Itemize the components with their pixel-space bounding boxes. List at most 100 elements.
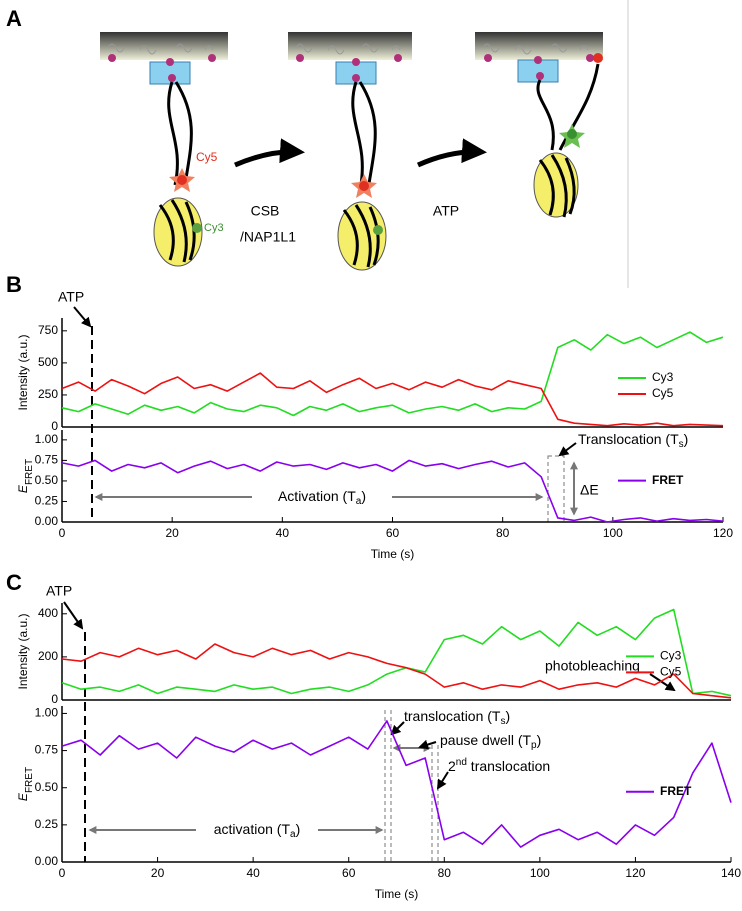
y-tick-label: 500 <box>38 355 58 369</box>
x-tick-label: 40 <box>276 526 290 540</box>
legend-label: FRET <box>660 784 692 798</box>
x-axis-label: Time (s) <box>371 547 415 561</box>
panel-label: B <box>6 272 22 297</box>
arrow <box>558 442 577 457</box>
text: pause dwell (T <box>440 732 531 748</box>
step-label: ATP <box>433 203 459 219</box>
y-tick-label: 250 <box>38 387 58 401</box>
text: E <box>16 792 30 801</box>
legend-label: Cy5 <box>660 665 682 679</box>
subscript: FRET <box>24 767 35 793</box>
subscript: a <box>290 829 296 840</box>
x-tick-label: 40 <box>246 866 260 880</box>
series-line <box>61 459 724 523</box>
annotation: pause dwell (Tp) <box>440 732 541 751</box>
y-axis-label: Intensity (a.u.) <box>16 613 30 689</box>
cy5-label: Cy5 <box>196 150 218 164</box>
legend-label: Cy3 <box>652 370 674 384</box>
text: ) <box>296 821 301 837</box>
x-tick-label: 60 <box>342 866 356 880</box>
annotation: translocation (Ts) <box>404 708 510 727</box>
y-tick-label: 0.50 <box>35 780 59 794</box>
text: ) <box>537 732 542 748</box>
y-tick-label: 0.00 <box>35 854 59 868</box>
x-tick-label: 100 <box>530 866 550 880</box>
y-tick-label: 0.75 <box>35 743 59 757</box>
y-tick-label: 400 <box>38 606 58 620</box>
legend-label: Cy5 <box>652 386 674 400</box>
text: translocation <box>467 758 550 774</box>
annotation: photobleaching <box>545 658 640 674</box>
y-tick-label: 0 <box>51 419 58 433</box>
x-tick-label: 0 <box>59 866 66 880</box>
x-tick-label: 0 <box>59 526 66 540</box>
y-tick-label: 750 <box>38 323 58 337</box>
text: translocation (T <box>404 708 501 724</box>
y-axis-label: Intensity (a.u.) <box>16 334 30 410</box>
series-line <box>61 608 732 697</box>
subscript: s <box>500 716 505 727</box>
y-tick-label: 0.25 <box>35 817 59 831</box>
arrow <box>390 721 405 736</box>
x-tick-label: 120 <box>625 866 645 880</box>
series-line <box>61 372 724 427</box>
x-tick-label: 140 <box>721 866 741 880</box>
text: ) <box>684 431 689 447</box>
panel-label: C <box>6 570 22 595</box>
text: ) <box>361 488 366 504</box>
x-tick-label: 80 <box>438 866 452 880</box>
y-tick-label: 0 <box>51 692 58 706</box>
superscript: nd <box>456 757 467 768</box>
y-tick-label: 0.25 <box>35 494 59 508</box>
legend-label: FRET <box>652 473 684 487</box>
schematic <box>100 32 603 271</box>
annotation: ATP <box>46 583 72 599</box>
text: 2 <box>448 758 456 774</box>
y-tick-label: 1.00 <box>35 706 59 720</box>
arrow <box>73 306 92 328</box>
legend-label: Cy3 <box>660 649 682 663</box>
x-tick-label: 100 <box>603 526 623 540</box>
text: ) <box>505 708 510 724</box>
subscript: p <box>531 740 537 751</box>
annotation: activation (Ta) <box>214 821 300 840</box>
cy3-label: Cy3 <box>204 222 224 234</box>
step-label: /NAP1L1 <box>240 229 296 245</box>
y-tick-label: 1.00 <box>35 432 59 446</box>
arrow <box>63 601 84 630</box>
subscript: s <box>679 439 684 450</box>
annotation: 2nd translocation <box>448 757 550 774</box>
subscript: FRET <box>24 459 35 485</box>
arrow <box>436 771 449 790</box>
y-tick-label: 0.75 <box>35 453 59 467</box>
text: Activation (T <box>278 488 356 504</box>
y-tick-label: 0.00 <box>35 514 59 528</box>
series-line <box>61 643 732 699</box>
text: activation (T <box>214 821 291 837</box>
x-tick-label: 80 <box>496 526 510 540</box>
arrow <box>649 673 676 692</box>
subscript: a <box>356 496 362 507</box>
text: E <box>16 484 30 493</box>
annotation: ATP <box>58 289 84 305</box>
y-axis-label: EFRET <box>16 459 34 493</box>
text: Translocation (T <box>578 431 679 447</box>
region-box <box>547 455 565 523</box>
y-axis-label: EFRET <box>16 767 34 801</box>
annotation: ΔE <box>580 482 599 498</box>
annotation: Translocation (Ts) <box>578 431 688 450</box>
x-tick-label: 20 <box>151 866 165 880</box>
step-label: CSB <box>251 203 280 219</box>
arrow <box>418 739 437 750</box>
panel-label: A <box>6 6 22 31</box>
x-tick-label: 120 <box>713 526 733 540</box>
x-axis-label: Time (s) <box>375 887 419 901</box>
x-tick-label: 60 <box>386 526 400 540</box>
series-line <box>61 331 724 417</box>
annotation: Activation (Ta) <box>278 488 366 507</box>
y-tick-label: 0.50 <box>35 473 59 487</box>
x-tick-label: 20 <box>165 526 179 540</box>
series-line <box>61 720 732 848</box>
